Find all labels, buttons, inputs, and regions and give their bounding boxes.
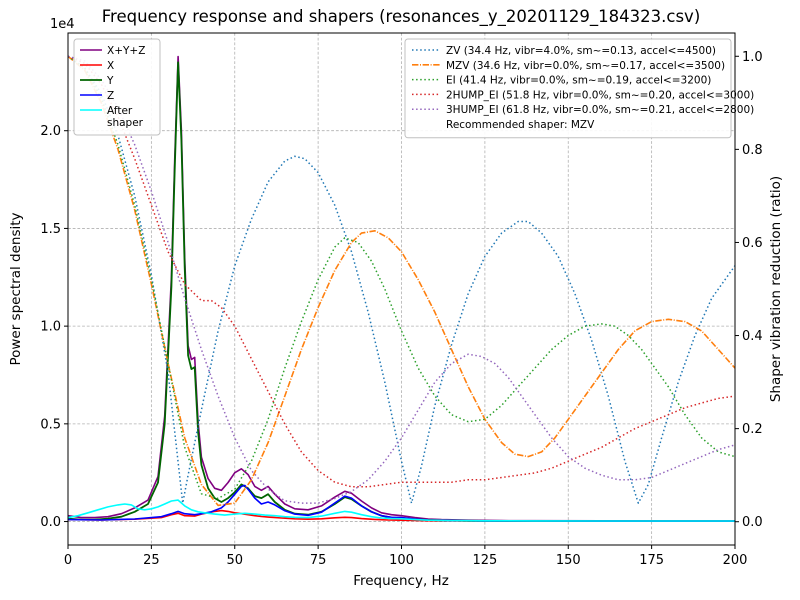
legend-label-after-shaper: After — [107, 105, 133, 117]
x-tick-label: 100 — [389, 553, 414, 568]
legend-label-2hump-ei: 2HUMP_EI (51.8 Hz, vibr=0.0%, sm~=0.20, … — [446, 89, 754, 101]
series-psd-x — [68, 509, 735, 523]
y-right-tick-label: 0.6 — [742, 236, 763, 251]
legend-label-3hump-ei: 3HUMP_EI (61.8 Hz, vibr=0.0%, sm~=0.21, … — [446, 104, 754, 116]
chart-title: Frequency response and shapers (resonanc… — [102, 7, 701, 27]
y-axis-offset-label: 1e4 — [50, 17, 75, 32]
x-tick-label: 75 — [310, 553, 327, 568]
y-left-tick-label: 1.5 — [40, 222, 61, 237]
legend-label-x-y-z: X+Y+Z — [107, 45, 145, 57]
series-psd-after-shaper — [68, 499, 735, 522]
y-right-tick-label: 0.0 — [742, 515, 763, 530]
x-tick-label: 150 — [556, 553, 581, 568]
y-left-tick-label: 2.0 — [40, 124, 61, 139]
y-right-tick-label: 0.2 — [742, 422, 763, 437]
x-axis-label: Frequency, Hz — [353, 573, 449, 589]
x-tick-label: 25 — [143, 553, 160, 568]
y-right-tick-label: 0.8 — [742, 143, 763, 158]
x-tick-label: 125 — [472, 553, 497, 568]
y-axis-label-left: Power spectral density — [8, 212, 24, 365]
y-left-tick-label: 1.0 — [40, 320, 61, 335]
x-tick-label: 0 — [64, 553, 72, 568]
legend-label-z: Z — [107, 90, 114, 102]
psd-series-group — [68, 55, 735, 523]
tick-marks — [64, 55, 739, 549]
legend-shapers-box — [404, 38, 732, 139]
x-tick-label: 200 — [723, 553, 748, 568]
y-right-tick-label: 1.0 — [742, 50, 763, 65]
legend-label-x: X — [107, 60, 114, 72]
legend-recommended-shaper-note: Recommended shaper: MZV — [446, 119, 595, 131]
series-shaper-3hump-ei — [68, 55, 735, 504]
y-axis-label-right: Shaper vibration reduction (ratio) — [768, 176, 784, 402]
x-tick-label: 50 — [226, 553, 243, 568]
shaper-series-group — [68, 55, 735, 507]
y-right-tick-label: 0.4 — [742, 329, 763, 344]
legend-label-mzv: MZV (34.6 Hz, vibr=0.0%, sm~=0.17, accel… — [446, 60, 725, 72]
legend-label-after-shaper: shaper — [107, 117, 144, 129]
series-shaper-ei — [68, 55, 735, 500]
legend-psd-box — [73, 38, 161, 136]
plot-area: 0 25 50 75 100 125 150 175 200 0.0 0.5 1.0 1.5 2.0 0.0… — [40, 32, 763, 568]
legend-shapers: ZV (34.4 Hz, vibr=4.0%, sm~=0.13, accel<… — [404, 38, 754, 139]
legend-label-y: Y — [106, 75, 114, 87]
y-left-tick-label: 0.5 — [40, 417, 61, 432]
legend-label-ei: EI (41.4 Hz, vibr=0.0%, sm~=0.19, accel<… — [446, 75, 711, 87]
legend-label-zv: ZV (34.4 Hz, vibr=4.0%, sm~=0.13, accel<… — [446, 45, 716, 57]
series-shaper-mzv — [68, 55, 735, 507]
y-left-tick-label: 0.0 — [40, 515, 61, 530]
x-tick-label: 175 — [639, 553, 664, 568]
